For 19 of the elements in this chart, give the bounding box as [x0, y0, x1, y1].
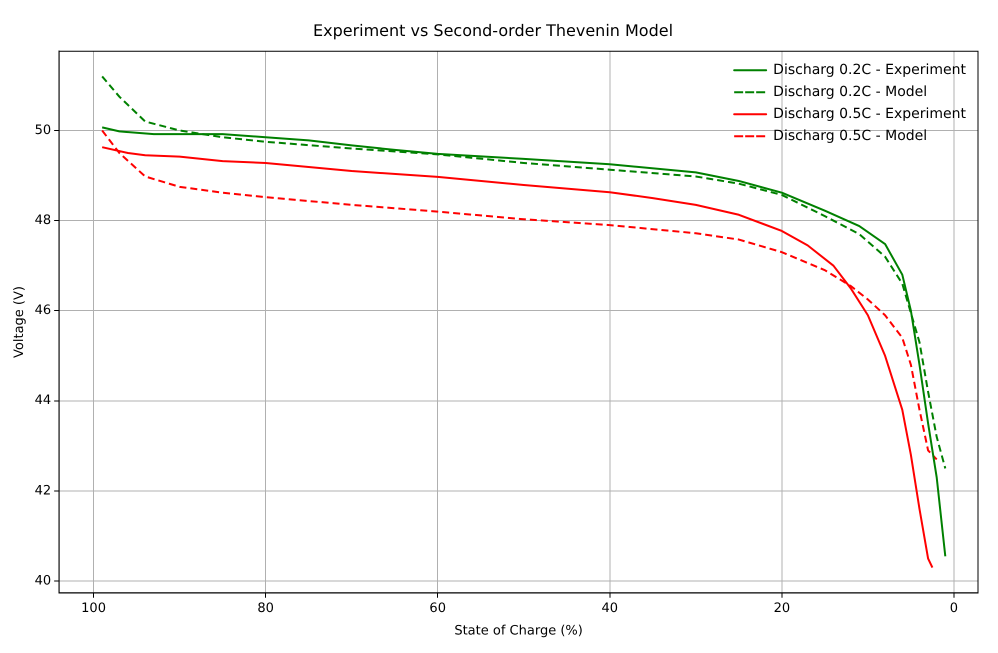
x-axis-title: State of Charge (%)	[454, 624, 583, 639]
y-tick-label: 50	[34, 122, 52, 138]
x-tick-label: 40	[601, 600, 618, 616]
x-tick-label: 60	[429, 600, 446, 616]
chart-title: Experiment vs Second-order Thevenin Model	[312, 20, 674, 40]
x-tick-label: 80	[257, 600, 274, 616]
legend-label: Discharg 0.5C - Experiment	[773, 106, 967, 122]
y-tick-label: 42	[34, 483, 52, 498]
x-tick-label: 100	[81, 600, 106, 616]
y-axis-title: Voltage (V)	[12, 286, 28, 358]
y-tick-label: 46	[34, 303, 52, 318]
y-tick-label: 44	[34, 393, 52, 408]
y-tick-label: 48	[34, 212, 52, 228]
x-tick-label: 20	[774, 600, 790, 616]
legend-label: Discharg 0.5C - Model	[773, 128, 928, 144]
legend-label: Discharg 0.2C - Experiment	[773, 62, 967, 78]
legend-label: Discharg 0.2C - Model	[773, 84, 928, 100]
y-tick-label: 40	[34, 573, 52, 588]
x-tick-label: 0	[950, 600, 958, 616]
